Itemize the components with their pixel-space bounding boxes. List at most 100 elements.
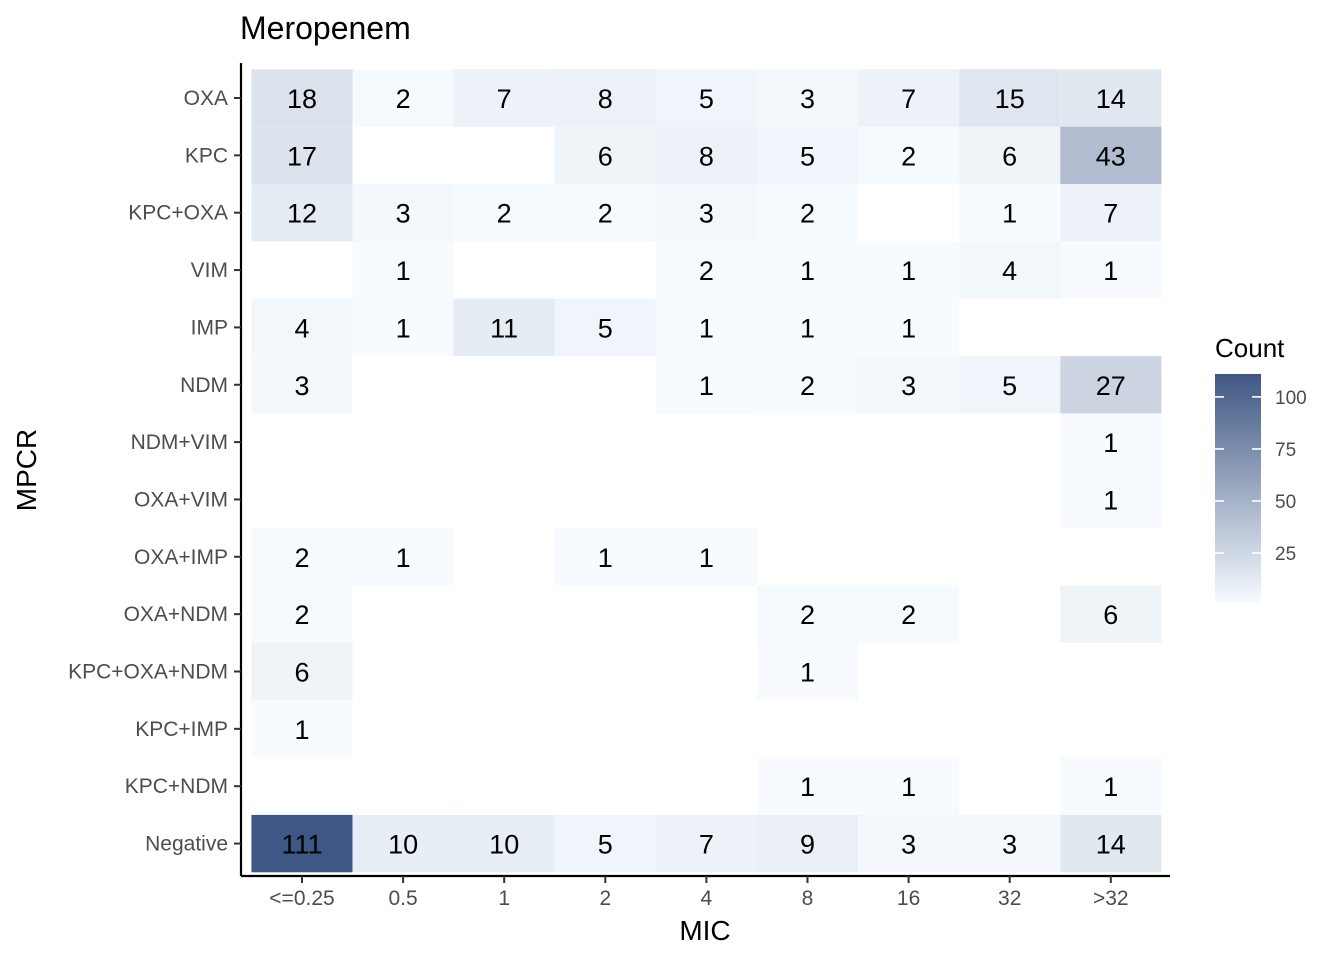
heatmap-cell xyxy=(554,184,656,242)
cell-value-label: 17 xyxy=(287,141,317,171)
cell-value-label: 5 xyxy=(1002,371,1017,401)
legend-colorbar xyxy=(1215,374,1261,603)
heatmap-cell xyxy=(352,241,454,299)
cell-value-label: 1 xyxy=(1103,428,1118,458)
cell-value-label: 2 xyxy=(497,199,512,229)
cell-value-label: 1 xyxy=(1002,199,1017,229)
y-tick-label: VIM xyxy=(191,259,228,282)
heatmap-cell xyxy=(251,814,353,873)
cell-value-label: 27 xyxy=(1096,371,1126,401)
cell-value-label: 2 xyxy=(699,256,714,286)
cell-value-label: 1 xyxy=(901,772,916,802)
y-tick-label: IMP xyxy=(191,316,228,339)
cell-value-label: 7 xyxy=(699,830,714,860)
legend-title: Count xyxy=(1215,333,1285,363)
y-tick-label: NDM xyxy=(180,374,228,397)
heatmap-cell xyxy=(352,814,454,873)
cell-value-label: 1 xyxy=(800,658,815,688)
legend-tick-label: 100 xyxy=(1275,388,1307,409)
heatmap-cell xyxy=(959,69,1061,127)
x-axis-title: MIC xyxy=(679,915,730,946)
heatmap-cell xyxy=(655,814,757,873)
cell-value-label: 6 xyxy=(294,658,309,688)
heatmap-cell xyxy=(352,528,454,586)
x-tick-label: 32 xyxy=(998,887,1021,910)
heatmap-cell xyxy=(352,298,454,357)
heatmap-cell xyxy=(251,700,353,758)
cell-value-label: 1 xyxy=(901,256,916,286)
heatmap-cell xyxy=(757,69,859,127)
heatmap-cell xyxy=(1060,585,1162,643)
cell-value-label: 3 xyxy=(294,371,309,401)
heatmap-cell xyxy=(655,126,757,185)
heatmap-cell xyxy=(251,298,353,357)
cell-value-label: 4 xyxy=(1002,256,1017,286)
heatmap-cell xyxy=(757,585,859,643)
cell-value-label: 3 xyxy=(396,199,411,229)
heatmap-cell xyxy=(959,184,1061,242)
heatmap-cell xyxy=(1060,757,1162,815)
heatmap-cell xyxy=(757,184,859,242)
legend-tick-label: 25 xyxy=(1275,544,1296,565)
cell-value-label: 7 xyxy=(497,84,512,114)
cell-value-label: 2 xyxy=(598,199,613,229)
heatmap-cell xyxy=(858,585,960,643)
cell-value-label: 1 xyxy=(699,543,714,573)
heatmap-cell xyxy=(959,241,1061,299)
heatmap-cell xyxy=(757,757,859,815)
y-tick-label: KPC xyxy=(185,144,228,167)
heatmap-cell xyxy=(554,814,656,873)
cell-value-label: 2 xyxy=(396,84,411,114)
x-tick-label: 4 xyxy=(701,887,713,910)
cell-value-label: 1 xyxy=(294,715,309,745)
heatmap-cell xyxy=(1060,126,1162,185)
cell-value-label: 2 xyxy=(294,600,309,630)
heatmap-cell xyxy=(1060,356,1162,414)
legend-tick-label: 75 xyxy=(1275,440,1296,461)
cell-value-label: 5 xyxy=(699,84,714,114)
heatmap-cell xyxy=(1060,69,1162,127)
heatmap-cell xyxy=(757,126,859,185)
heatmap-cell xyxy=(1060,470,1162,529)
heatmap-cell xyxy=(959,126,1061,185)
x-tick-label: <=0.25 xyxy=(269,887,334,910)
legend-tick-label: 50 xyxy=(1275,492,1296,513)
cell-value-label: 6 xyxy=(1103,600,1118,630)
cell-value-label: 18 xyxy=(287,84,317,114)
heatmap-cell xyxy=(1060,413,1162,471)
heatmap-cell xyxy=(554,69,656,127)
cell-value-label: 6 xyxy=(1002,141,1017,171)
y-axis-title: MPCR xyxy=(11,429,42,511)
cell-value-label: 3 xyxy=(699,199,714,229)
heatmap-cell xyxy=(1060,184,1162,242)
heatmap-cell xyxy=(858,241,960,299)
cell-value-label: 2 xyxy=(294,543,309,573)
cell-value-label: 1 xyxy=(396,256,411,286)
heatmap-cell xyxy=(554,126,656,185)
heatmap-cell xyxy=(352,69,454,127)
cell-value-label: 6 xyxy=(598,141,613,171)
cell-value-label: 15 xyxy=(995,84,1025,114)
y-tick-label: OXA+IMP xyxy=(134,546,228,569)
cell-value-label: 10 xyxy=(388,830,418,860)
cell-value-label: 1 xyxy=(901,313,916,343)
cell-value-label: 3 xyxy=(901,830,916,860)
heatmap-cell xyxy=(251,528,353,586)
cell-value-label: 12 xyxy=(287,199,317,229)
heatmap-cell xyxy=(858,757,960,815)
cell-value-label: 1 xyxy=(396,543,411,573)
heatmap-cell xyxy=(858,356,960,414)
y-tick-label: KPC+OXA+NDM xyxy=(68,661,228,684)
cell-value-label: 5 xyxy=(800,141,815,171)
cell-value-label: 1 xyxy=(1103,256,1118,286)
cell-value-label: 1 xyxy=(800,772,815,802)
heatmap-cell xyxy=(1060,814,1162,873)
x-tick-label: 0.5 xyxy=(388,887,417,910)
cell-value-label: 1 xyxy=(699,371,714,401)
cell-value-label: 3 xyxy=(800,84,815,114)
heatmap-cell xyxy=(251,585,353,643)
y-tick-label: KPC+OXA xyxy=(128,202,228,225)
heatmap-cell xyxy=(251,642,353,701)
cell-value-label: 14 xyxy=(1096,84,1126,114)
heatmap-cell xyxy=(251,356,353,414)
